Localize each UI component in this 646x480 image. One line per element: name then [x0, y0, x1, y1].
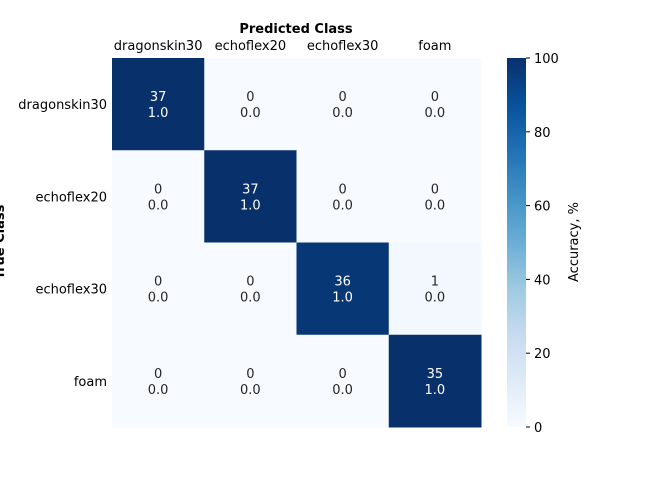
cell-count-label: 0	[246, 275, 254, 290]
colorbar-tick-label: 60	[534, 200, 551, 215]
y-tick-labels: dragonskin30 echoflex20 echoflex30 foam	[18, 98, 107, 390]
heatmap-cell	[204, 58, 297, 151]
cell-normalized-label: 0.0	[332, 198, 353, 213]
cell-count-label: 0	[246, 90, 254, 105]
cell-normalized-label: 1.0	[332, 291, 353, 306]
cell-count-label: 0	[338, 90, 346, 105]
colorbar-ticks: 0 20 40 60 80 100	[526, 52, 559, 436]
cell-count-label: 37	[242, 182, 259, 197]
cell-normalized-label: 1.0	[425, 383, 446, 398]
cell-count-label: 0	[338, 367, 346, 382]
cell-count-label: 1	[431, 275, 439, 290]
colorbar-tick-label: 80	[534, 126, 551, 141]
colorbar-tick-label: 40	[534, 273, 551, 288]
cell-normalized-label: 0.0	[148, 198, 169, 213]
cell-count-label: 0	[338, 182, 346, 197]
y-tick-label: echoflex30	[35, 283, 107, 298]
heatmap-cells	[112, 58, 482, 428]
cell-count-label: 0	[154, 182, 162, 197]
x-tick-label: echoflex20	[215, 39, 287, 54]
colorbar	[507, 58, 526, 427]
heatmap-cell	[296, 150, 390, 243]
cell-normalized-label: 0.0	[425, 291, 446, 306]
heatmap-cell	[388, 334, 482, 428]
y-tick-label: dragonskin30	[18, 98, 107, 113]
heatmap-cell	[388, 150, 482, 243]
heatmap-cell	[112, 242, 205, 336]
cell-count-label: 0	[154, 367, 162, 382]
colorbar-label: Accuracy, %	[567, 202, 582, 282]
cell-count-label: 0	[246, 367, 254, 382]
cell-count-label: 0	[154, 275, 162, 290]
heatmap-cell-labels: 371.000.000.000.000.0371.000.000.000.000…	[148, 90, 445, 398]
cell-normalized-label: 0.0	[240, 291, 261, 306]
cell-normalized-label: 0.0	[148, 291, 169, 306]
heatmap-cell	[388, 242, 482, 336]
chart-title: Predicted Class	[239, 22, 353, 37]
x-tick-label: foam	[418, 39, 451, 54]
cell-count-label: 0	[431, 90, 439, 105]
colorbar-tick-label: 20	[534, 347, 551, 362]
heatmap-cell	[112, 58, 205, 151]
heatmap-cell	[296, 58, 390, 151]
cell-normalized-label: 0.0	[332, 383, 353, 398]
heatmap-cell	[204, 242, 297, 336]
y-tick-label: foam	[74, 375, 107, 390]
heatmap-cell	[204, 150, 297, 243]
cell-count-label: 35	[427, 367, 444, 382]
y-tick-label: echoflex20	[35, 190, 107, 205]
heatmap-cell	[388, 58, 482, 151]
cell-normalized-label: 1.0	[148, 106, 169, 121]
cell-normalized-label: 1.0	[240, 198, 261, 213]
heatmap-cell	[112, 334, 205, 428]
cell-count-label: 36	[334, 275, 351, 290]
x-tick-label: echoflex30	[307, 39, 379, 54]
cell-normalized-label: 0.0	[425, 198, 446, 213]
x-tick-labels: dragonskin30 echoflex20 echoflex30 foam	[114, 39, 452, 54]
colorbar-tick-label: 100	[534, 52, 559, 67]
y-axis-label: True Class	[0, 204, 8, 279]
cell-normalized-label: 0.0	[240, 106, 261, 121]
heatmap-cell	[296, 334, 390, 428]
x-tick-label: dragonskin30	[114, 39, 203, 54]
cell-count-label: 0	[431, 182, 439, 197]
colorbar-tick-label: 0	[534, 421, 542, 436]
cell-normalized-label: 0.0	[332, 106, 353, 121]
cell-count-label: 37	[150, 90, 167, 105]
cell-normalized-label: 0.0	[148, 383, 169, 398]
cell-normalized-label: 0.0	[425, 106, 446, 121]
heatmap-cell	[112, 150, 205, 243]
heatmap-cell	[204, 334, 297, 428]
heatmap-cell	[296, 242, 390, 336]
cell-normalized-label: 0.0	[240, 383, 261, 398]
